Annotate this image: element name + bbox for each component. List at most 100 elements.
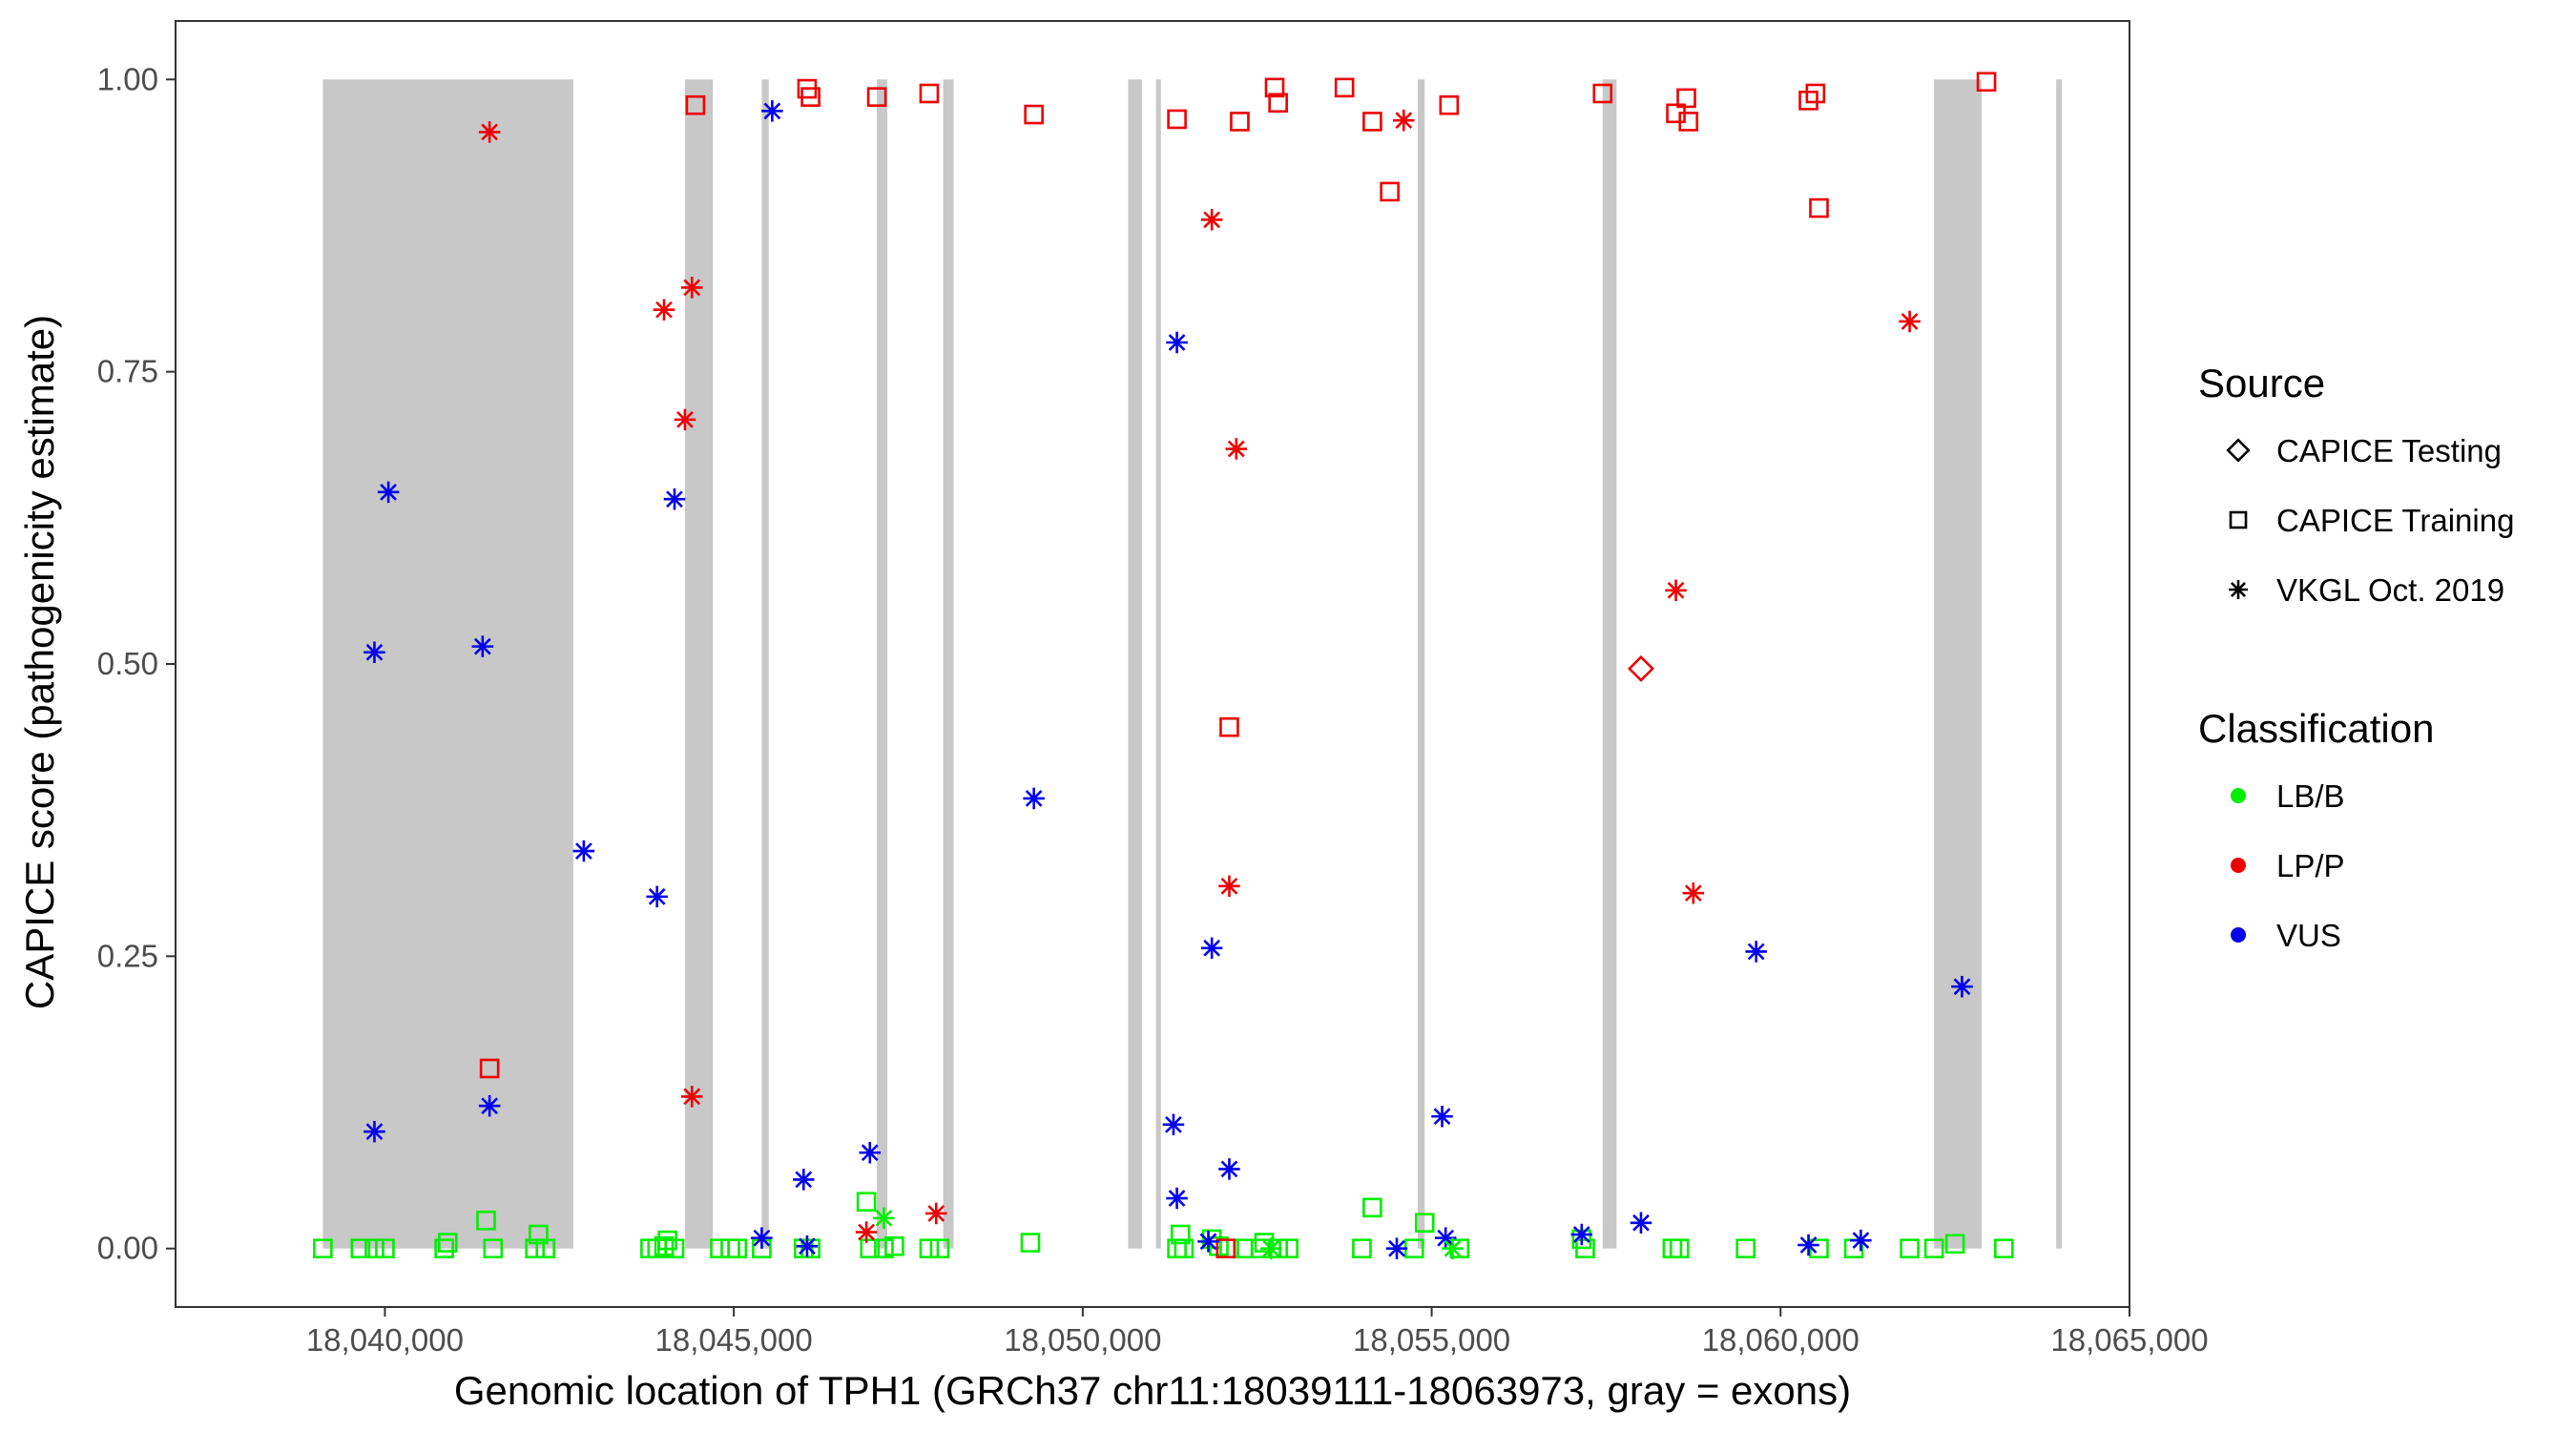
data-point-square-20: [1805, 83, 1826, 104]
data-point-asterisk-35: [1431, 1106, 1453, 1128]
legend: Source Classification CAPICE TestingCAPI…: [2198, 361, 2514, 953]
data-point-asterisk-2: [653, 299, 675, 321]
exon-6: [1128, 79, 1143, 1249]
data-point-asterisk-32: [1200, 937, 1223, 960]
data-point-square-30: [437, 1233, 458, 1253]
exon-1: [322, 79, 573, 1249]
data-point-square-46: [800, 1238, 821, 1259]
data-point-asterisk-46: [1260, 1237, 1282, 1259]
data-point-square-43: [727, 1238, 748, 1259]
data-point-asterisk-41: [1797, 1234, 1819, 1256]
x-tick-label: 18,045,000: [655, 1322, 813, 1358]
data-point-square-34: [529, 1224, 549, 1245]
data-point-asterisk-17: [364, 641, 385, 663]
x-axis: 18,040,000 18,045,000 18,050,000 18,055,000…: [306, 1307, 2209, 1358]
x-tick-label: 18,065,000: [2050, 1322, 2208, 1358]
series-asterisk: [364, 100, 1973, 1259]
data-point-square-33: [525, 1238, 545, 1259]
exon-8: [1417, 79, 1425, 1249]
data-point-asterisk-10: [1218, 875, 1240, 898]
data-point-square-77: [1900, 1238, 1920, 1259]
data-point-square-29: [434, 1238, 454, 1259]
data-point-asterisk-31: [1166, 1187, 1188, 1210]
data-point-square-11: [1334, 77, 1355, 98]
data-point-square-71: [1575, 1238, 1595, 1259]
legend-key-dot: [2231, 788, 2246, 803]
legend-key-diamond: [2226, 438, 2251, 463]
exon-9: [1602, 79, 1617, 1249]
data-point-square-3: [800, 87, 821, 107]
data-point-square-4: [866, 87, 887, 107]
data-point-asterisk-6: [855, 1221, 878, 1243]
data-point-square-26: [350, 1238, 371, 1259]
data-point-asterisk-42: [1850, 1229, 1872, 1252]
data-point-asterisk-39: [1630, 1212, 1652, 1234]
data-point-square-22: [1976, 72, 1997, 93]
data-point-asterisk-22: [364, 1120, 385, 1143]
data-point-square-58: [1209, 1235, 1229, 1256]
legend-source-label: CAPICE Testing: [2276, 433, 2502, 468]
data-point-square-8: [1230, 112, 1250, 132]
data-point-asterisk-38: [1570, 1223, 1593, 1246]
data-point-square-51: [919, 1238, 940, 1259]
data-point-square-62: [1254, 1233, 1275, 1253]
data-point-square-31: [476, 1211, 496, 1231]
legend-class-label: LP/P: [2276, 848, 2345, 883]
exon-4: [877, 79, 888, 1249]
data-point-diamond-1: [1628, 654, 1654, 682]
data-point-asterisk-8: [1200, 209, 1223, 231]
exon-3: [761, 79, 769, 1249]
data-point-square-1: [685, 94, 706, 115]
data-point-square-55: [1170, 1224, 1191, 1245]
legend-key-asterisk: [2229, 580, 2248, 599]
data-point-square-32: [483, 1238, 504, 1259]
legend-class-items: LB/B LP/P VUS: [2231, 778, 2345, 953]
data-point-square-80: [1994, 1238, 2014, 1259]
data-point-square-17: [1676, 88, 1696, 109]
data-point-square-53: [1020, 1233, 1041, 1253]
data-point-square-9: [1264, 77, 1285, 98]
data-point-square-68: [1414, 1213, 1435, 1234]
data-point-asterisk-13: [1682, 881, 1705, 904]
legend-source-label: CAPICE Training: [2276, 503, 2514, 538]
data-point-square-79: [1944, 1234, 1965, 1255]
legend-key-dot: [2231, 927, 2246, 943]
x-tick-label: 18,060,000: [1702, 1322, 1859, 1358]
data-point-asterisk-14: [1899, 310, 1921, 333]
data-point-asterisk-20: [572, 840, 595, 862]
data-point-asterisk-16: [377, 481, 400, 504]
data-point-asterisk-12: [1665, 579, 1687, 602]
data-point-asterisk-23: [478, 1094, 501, 1117]
data-point-square-15: [1592, 83, 1613, 104]
data-point-square-66: [1362, 1197, 1382, 1218]
data-point-asterisk-40: [1745, 941, 1767, 963]
y-axis: 0.00 0.25 0.50 0.75 1.00: [97, 61, 176, 1266]
data-point-asterisk-9: [1225, 438, 1248, 460]
data-point-asterisk-19: [663, 487, 686, 510]
x-tick-label: 18,040,000: [306, 1322, 464, 1358]
x-tick-label: 18,050,000: [1004, 1322, 1161, 1358]
y-tick-label: 0.50: [97, 646, 158, 681]
data-point-square-14: [1439, 94, 1460, 115]
data-point-asterisk-5: [681, 1086, 703, 1108]
data-point-asterisk-21: [646, 885, 668, 908]
data-point-square-21: [1809, 197, 1829, 218]
data-point-square-74: [1735, 1238, 1756, 1259]
data-point-asterisk-44: [873, 1207, 895, 1230]
data-point-asterisk-34: [1197, 1231, 1219, 1253]
data-point-asterisk-45: [1442, 1237, 1464, 1259]
data-point-asterisk-11: [1393, 109, 1415, 132]
data-point-square-73: [1669, 1238, 1690, 1259]
data-point-square-47: [856, 1192, 877, 1213]
data-point-square-65: [1352, 1238, 1372, 1259]
data-point-asterisk-15: [761, 100, 783, 122]
data-point-square-5: [919, 83, 940, 104]
y-tick-label: 1.00: [97, 61, 158, 96]
legend-key-square: [2229, 510, 2248, 529]
data-point-asterisk-24: [793, 1169, 815, 1191]
data-point-asterisk-29: [1166, 331, 1188, 354]
data-point-asterisk-1: [478, 121, 501, 143]
legend-source-label: VKGL Oct. 2019: [2276, 572, 2504, 608]
data-point-square-25: [313, 1238, 333, 1259]
data-point-square-50: [884, 1235, 904, 1256]
